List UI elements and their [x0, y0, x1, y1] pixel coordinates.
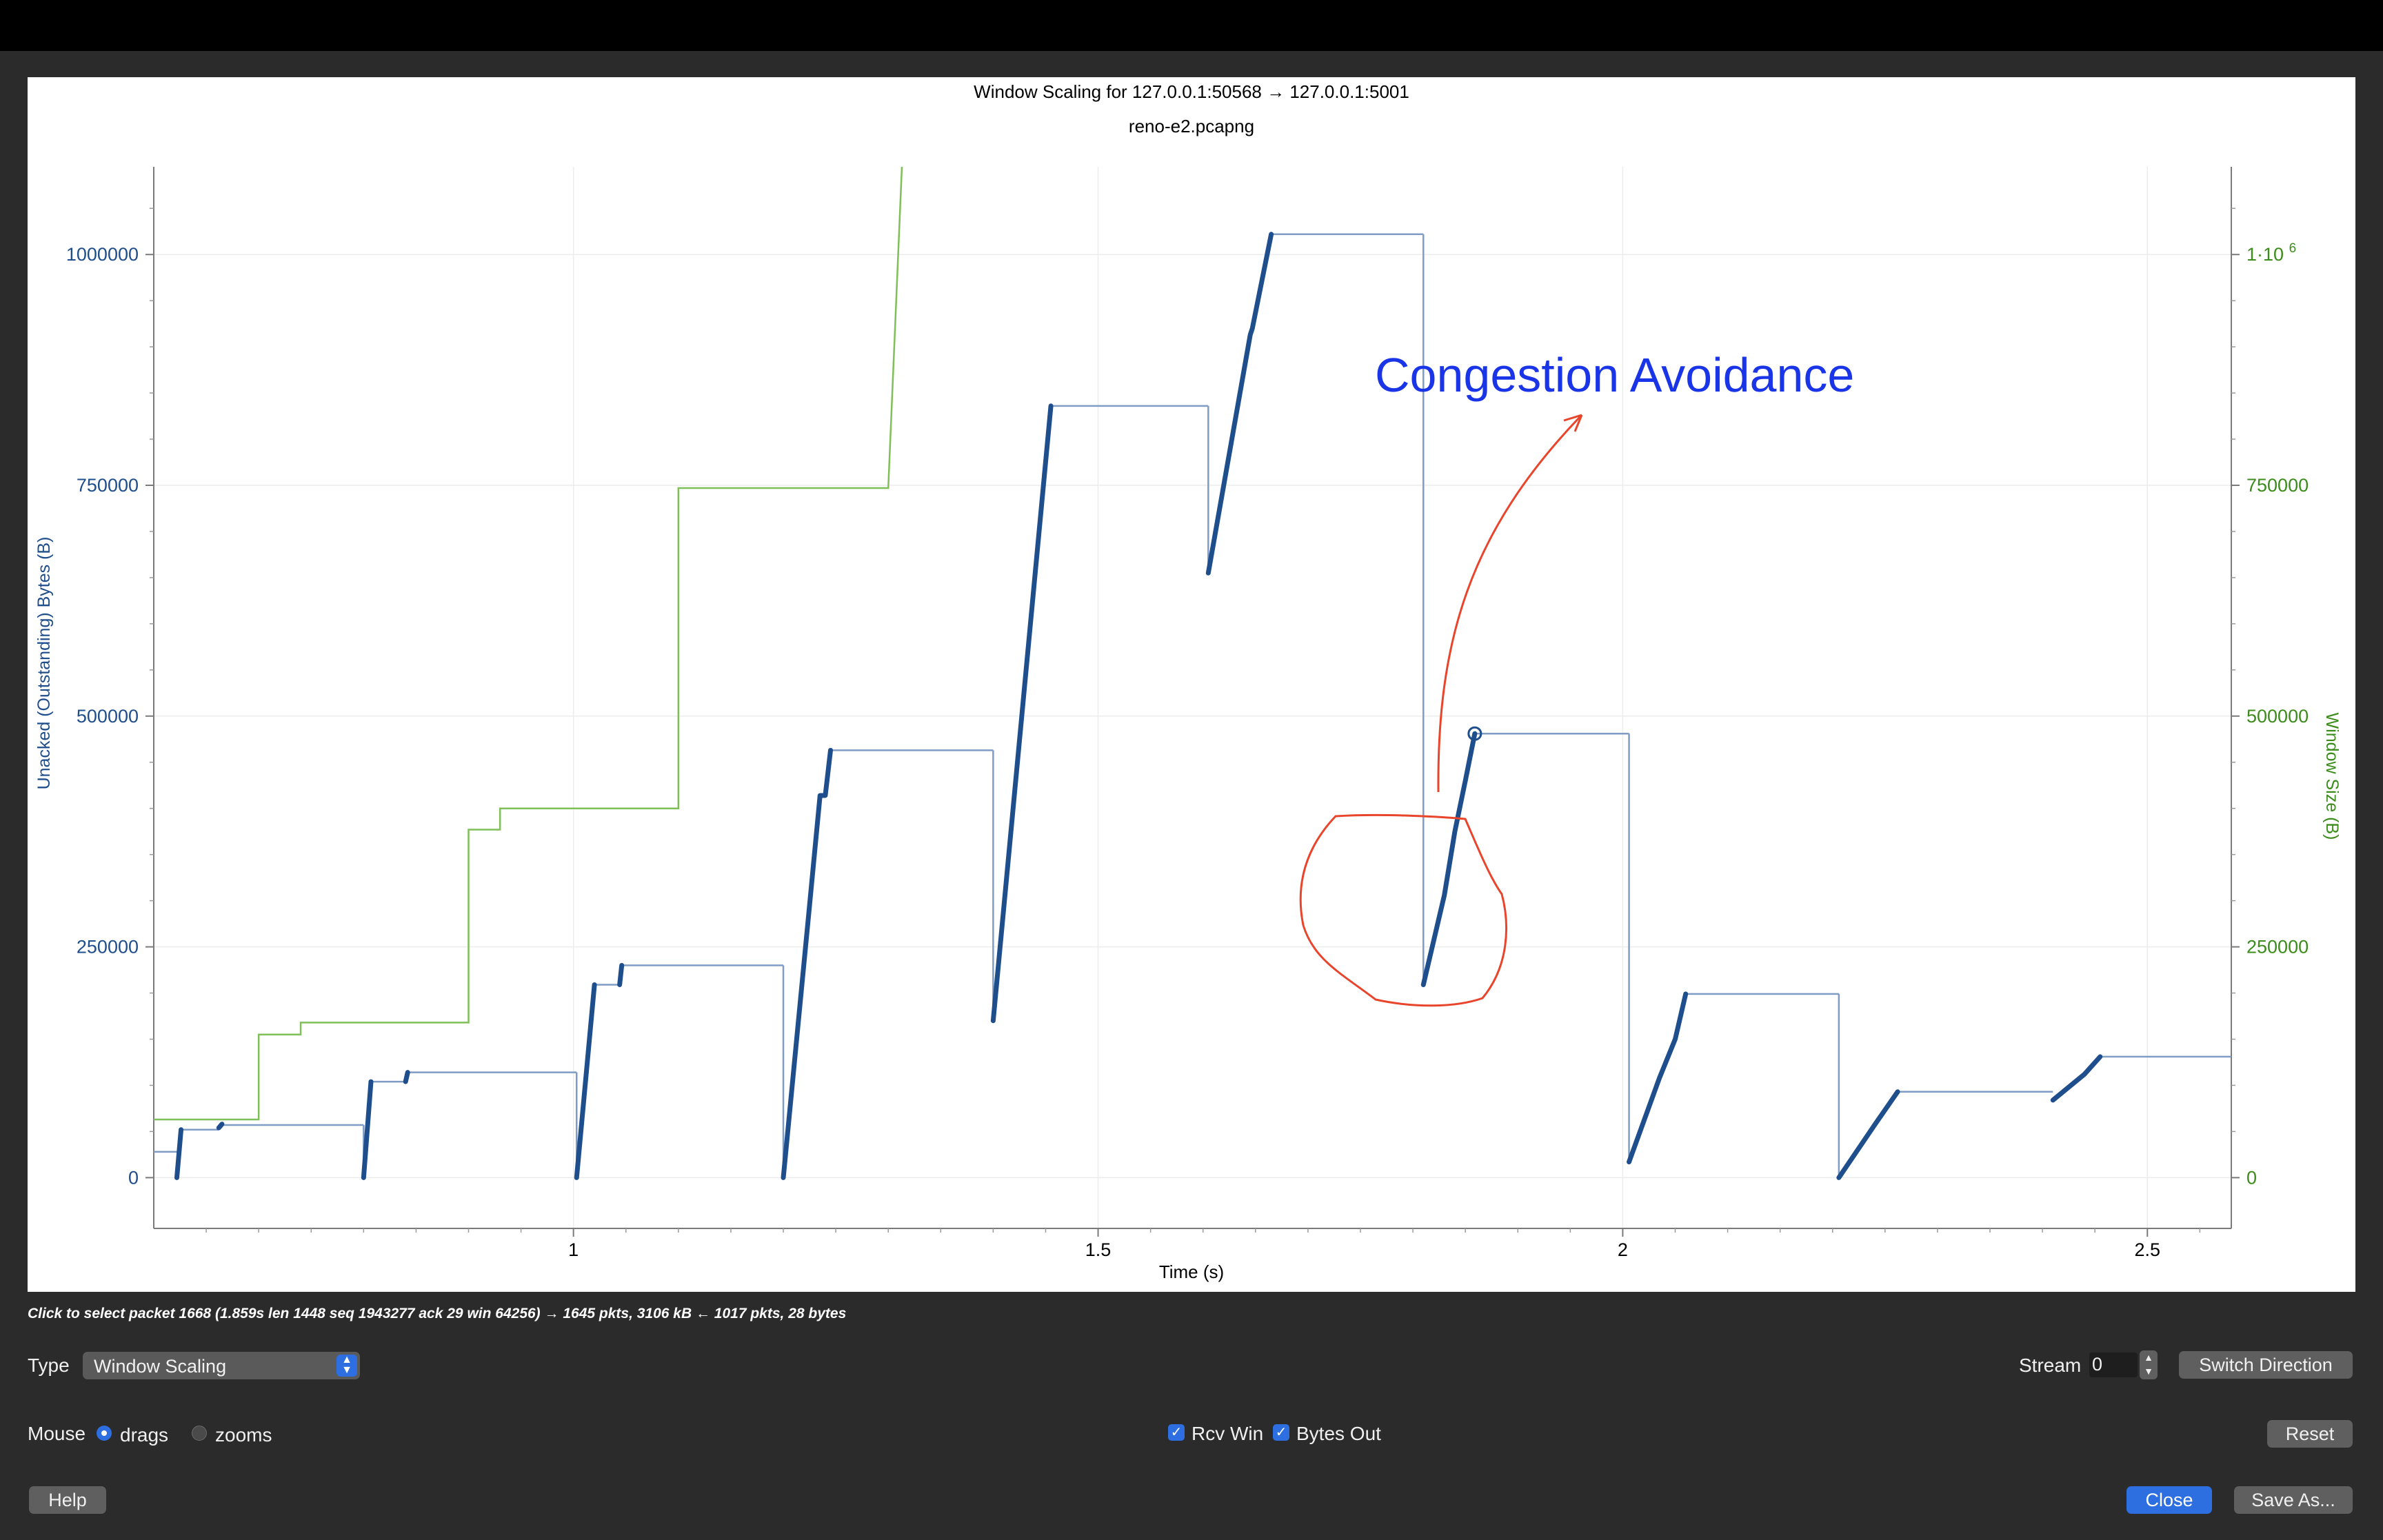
y-tick-label-right: 0 — [2246, 1167, 2257, 1188]
bytes-out-burst-segment — [403, 1070, 410, 1084]
stream-stepper[interactable]: ▲ ▼ — [2140, 1350, 2158, 1379]
bytes-out-burst-segment — [1836, 1089, 1900, 1180]
bytes-out-burst-segment — [781, 747, 834, 1180]
y-tick-label-right: 250000 — [2246, 937, 2309, 958]
window-titlebar — [0, 0, 2383, 51]
bytes-out-burst-segment — [574, 982, 597, 1180]
chart-title: Window Scaling for 127.0.0.1:50568 → 127… — [974, 81, 1409, 102]
reset-button[interactable]: Reset — [2267, 1420, 2353, 1448]
help-button[interactable]: Help — [29, 1486, 106, 1514]
bytes-out-burst-segment — [216, 1122, 225, 1131]
rcv-win-checkbox[interactable]: ✓ — [1168, 1424, 1185, 1441]
window-scaling-chart[interactable]: 1 1.5 2 2.5 0 0 250000 250000 500000 500000 750000… — [28, 77, 2355, 1292]
annotation-congestion-avoidance: Congestion Avoidance — [1375, 348, 1854, 402]
mouse-label: Mouse — [28, 1423, 86, 1444]
x-tick-label: 1.5 — [1085, 1239, 1112, 1260]
y-axis-label-left: Unacked (Outstanding) Bytes (B) — [34, 537, 54, 790]
close-button[interactable]: Close — [2126, 1486, 2212, 1514]
switch-direction-button[interactable]: Switch Direction — [2179, 1351, 2353, 1379]
bytes-out-burst-segment — [617, 962, 625, 987]
y-tick-label-left: 750000 — [77, 475, 139, 496]
y-tick-label-right: 500000 — [2246, 706, 2309, 727]
stream-input[interactable]: 0 — [2089, 1352, 2138, 1377]
stream-value: 0 — [2092, 1354, 2103, 1375]
plot-area[interactable]: 1 1.5 2 2.5 0 0 250000 250000 500000 500000 750000… — [28, 77, 2355, 1292]
bytes-out-label: Bytes Out — [1296, 1423, 1381, 1444]
type-label: Type — [28, 1355, 70, 1376]
chevron-up-down-icon: ▲ ▼ — [336, 1355, 357, 1377]
y-tick-label-right-exponent: 6 — [2289, 241, 2297, 256]
bytes-out-burst-segment — [990, 403, 1054, 1024]
bytes-out-burst-segment — [174, 1127, 184, 1180]
rcv-win-series-line — [154, 166, 903, 1121]
type-select[interactable]: Window Scaling ▲ ▼ — [83, 1352, 360, 1379]
save-as-button[interactable]: Save As... — [2234, 1486, 2353, 1514]
drags-radio[interactable] — [97, 1426, 112, 1441]
bytes-out-burst-segment — [2050, 1054, 2103, 1103]
bytes-out-burst-segment — [1420, 731, 1478, 987]
annotation-arrowhead — [1563, 414, 1583, 432]
stream-label: Stream — [2019, 1355, 2082, 1376]
bytes-out-burst-segment — [361, 1079, 374, 1180]
y-tick-label-left: 1000000 — [66, 244, 139, 265]
hand-drawn-annotation: Congestion Avoidance — [1299, 348, 1854, 1007]
x-tick-label: 1 — [568, 1239, 579, 1260]
y-tick-label-left: 500000 — [77, 706, 139, 727]
drags-label: drags — [120, 1424, 169, 1446]
y-tick-label-left: 0 — [128, 1167, 139, 1188]
y-tick-label-left: 250000 — [77, 937, 139, 958]
x-tick-label: 2 — [1618, 1239, 1628, 1260]
y-tick-label-right: 1·10 6 — [2246, 241, 2296, 265]
selected-packet-marker — [1467, 726, 1482, 741]
annotation-arrow-curve — [1437, 414, 1583, 793]
zooms-radio[interactable] — [192, 1426, 207, 1441]
bytes-out-burst-segment — [1627, 991, 1689, 1165]
type-select-value: Window Scaling — [94, 1356, 227, 1377]
bytes-out-burst-segment — [1205, 232, 1274, 576]
chart-subtitle: reno-e2.pcapng — [1129, 116, 1254, 136]
x-tick-label: 2.5 — [2134, 1239, 2160, 1260]
zooms-label: zooms — [215, 1424, 272, 1446]
annotation-circle — [1299, 813, 1507, 1007]
y-axis-label-right: Window Size (B) — [2322, 713, 2342, 840]
x-axis-label: Time (s) — [1159, 1262, 1224, 1282]
rcv-win-label: Rcv Win — [1192, 1423, 1264, 1444]
status-line: Click to select packet 1668 (1.859s len … — [28, 1306, 847, 1321]
bytes-out-checkbox[interactable]: ✓ — [1273, 1424, 1289, 1441]
y-tick-label-right: 750000 — [2246, 475, 2309, 496]
